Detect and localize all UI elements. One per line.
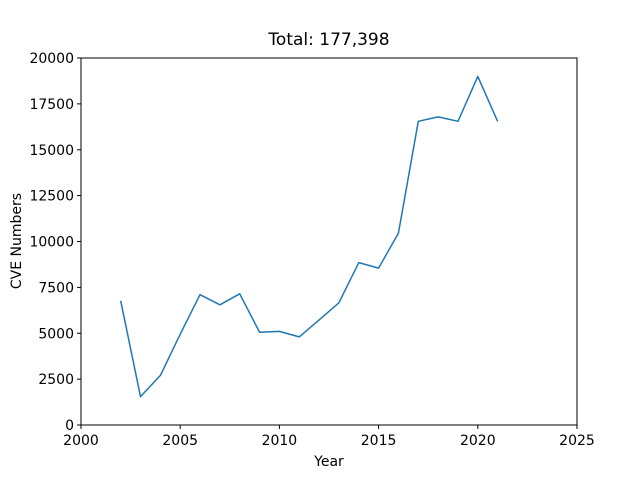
x-axis-label: Year	[314, 454, 344, 470]
plot-border	[80, 57, 578, 426]
x-tick-label: 2005	[162, 433, 198, 449]
y-tick-label: 10000	[29, 235, 74, 251]
y-tick-label: 20000	[29, 51, 74, 67]
x-tick-label: 2025	[559, 433, 595, 449]
chart-title: Total: 177,398	[268, 30, 390, 50]
y-tick-label: 17500	[29, 97, 74, 113]
x-tick-label: 2020	[460, 433, 496, 449]
x-tick-label: 2015	[361, 433, 397, 449]
y-tick-label: 15000	[29, 143, 74, 159]
y-tick-label: 5000	[38, 326, 74, 342]
y-tick-label: 12500	[29, 189, 74, 205]
y-tick-label: 0	[65, 418, 74, 434]
data-line	[119, 75, 499, 398]
x-tick-label: 2010	[262, 433, 298, 449]
y-tick-label: 7500	[38, 280, 74, 296]
x-tick-label: 2000	[63, 433, 99, 449]
y-axis-label: CVE Numbers	[9, 192, 25, 290]
y-tick-label: 2500	[38, 372, 74, 388]
